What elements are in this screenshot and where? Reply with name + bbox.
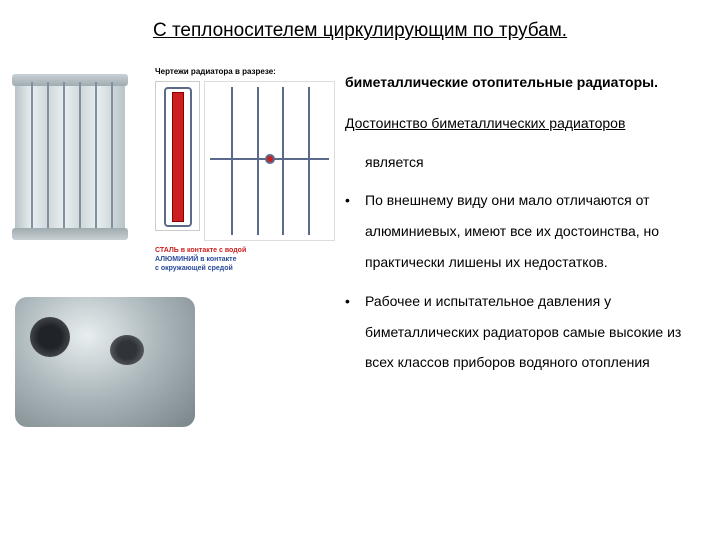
bullet-marker: • <box>345 286 365 378</box>
advantage-heading: Достоинство биметаллических радиаторов <box>345 108 705 139</box>
top-image-row: Чертежи радиатора в разрезе: <box>15 67 335 267</box>
legend-steel: СТАЛЬ в контакте с водой <box>155 246 335 255</box>
bullet-text: Рабочее и испытательное давления у бимет… <box>365 286 705 378</box>
legend-alum-1: АЛЮМИНИЙ в контакте <box>155 255 335 264</box>
page-title: С теплоносителем циркулирующим по трубам… <box>15 20 705 42</box>
content-area: Чертежи радиатора в разрезе: <box>15 67 705 447</box>
legend-alum-2: с окружающей средой <box>155 264 335 273</box>
images-column: Чертежи радиатора в разрезе: <box>15 67 345 447</box>
diagram-caption: Чертежи радиатора в разрезе: <box>155 67 335 76</box>
radiator-photo <box>15 67 145 247</box>
diagram-legend: СТАЛЬ в контакте с водой АЛЮМИНИЙ в конт… <box>155 246 335 273</box>
bullet-item: • По внешнему виду они мало отличаются о… <box>345 185 705 277</box>
bullet-item: • Рабочее и испытательное давления у бим… <box>345 286 705 378</box>
bullet-text: По внешнему виду они мало отличаются от … <box>365 185 705 277</box>
front-schematic <box>204 81 335 241</box>
is-word: является <box>365 147 705 178</box>
subtitle: биметаллические отопительные радиаторы. <box>345 67 705 98</box>
bullet-marker: • <box>345 185 365 277</box>
cutaway-diagram: Чертежи радиатора в разрезе: <box>155 67 335 267</box>
radiator-section-photo <box>15 297 215 447</box>
cross-section <box>155 81 200 231</box>
text-column: биметаллические отопительные радиаторы. … <box>345 67 705 447</box>
